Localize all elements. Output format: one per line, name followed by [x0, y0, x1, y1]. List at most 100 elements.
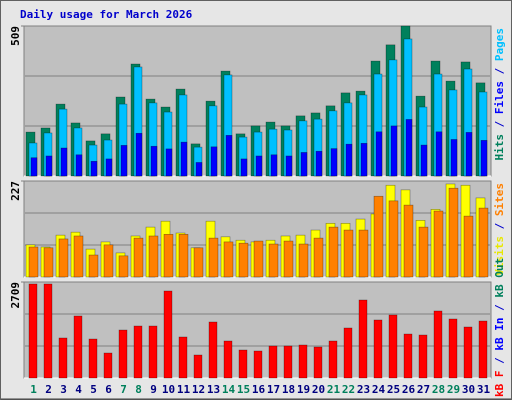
legend-entry: Files [493, 81, 506, 114]
bar [403, 204, 414, 278]
bar [448, 318, 458, 379]
legend: Visits / Sites [493, 183, 506, 276]
bar [343, 327, 353, 379]
bar [238, 242, 249, 278]
bar [390, 125, 398, 177]
bar [58, 337, 68, 379]
bar [283, 345, 293, 379]
bar [88, 254, 99, 278]
bar [433, 310, 443, 379]
legend-separator: / [493, 61, 506, 81]
bar [358, 229, 369, 278]
legend-entry: kB Out [493, 258, 506, 298]
y-tick-label: 2709 [9, 282, 22, 309]
x-tick-label: 8 [135, 383, 142, 396]
bar [30, 157, 38, 177]
x-tick-label: 24 [372, 383, 386, 396]
bar [105, 158, 113, 177]
bar [375, 131, 383, 177]
bar [403, 333, 413, 379]
legend-separator: / [493, 298, 506, 318]
x-tick-label: 7 [120, 383, 127, 396]
bar [330, 148, 338, 177]
bar [345, 143, 353, 177]
bar [73, 315, 83, 379]
bar [328, 226, 339, 278]
x-tick-label: 3 [60, 383, 67, 396]
y-tick-label: 509 [9, 26, 22, 46]
x-tick-label: 19 [297, 383, 310, 396]
bar [210, 146, 218, 177]
bar [28, 246, 39, 278]
bar [208, 321, 218, 379]
bar [43, 247, 54, 278]
x-tick-label: 14 [222, 383, 236, 396]
bar [58, 238, 69, 278]
bar [223, 340, 233, 379]
bar [465, 132, 473, 177]
bar [135, 132, 143, 177]
x-tick-label: 10 [162, 383, 175, 396]
x-tick-label: 28 [432, 383, 445, 396]
bar [28, 283, 38, 379]
bar [178, 336, 188, 379]
bar [405, 119, 413, 177]
x-tick-label: 9 [150, 383, 157, 396]
bar [73, 235, 84, 278]
x-tick-label: 6 [105, 383, 112, 396]
bar [118, 329, 128, 379]
bar [193, 354, 203, 379]
bar [388, 314, 398, 379]
legend-separator: / [493, 351, 506, 371]
bar [253, 350, 263, 379]
x-tick-label: 18 [282, 383, 295, 396]
x-tick-label: 27 [417, 383, 430, 396]
x-tick-label: 17 [267, 383, 280, 396]
legend-entry: Hits [493, 134, 506, 161]
bar [343, 229, 354, 278]
bar [433, 210, 444, 278]
bar [463, 326, 473, 379]
x-tick-label: 26 [402, 383, 416, 396]
bar [238, 349, 248, 379]
bar [118, 255, 129, 278]
x-tick-label: 2 [45, 383, 52, 396]
bar [358, 299, 368, 379]
legend-entry: kB F [493, 371, 506, 398]
x-tick-label: 20 [312, 383, 325, 396]
bar [435, 131, 443, 177]
bar [285, 155, 293, 177]
x-tick-label: 30 [462, 383, 475, 396]
bar [420, 144, 428, 177]
bar [150, 145, 158, 177]
bar [328, 340, 338, 379]
bar [165, 148, 173, 177]
x-tick-label: 12 [192, 383, 205, 396]
bar [90, 160, 98, 177]
bar [45, 155, 53, 177]
bar [120, 145, 128, 177]
bar [373, 319, 383, 379]
bar [75, 154, 83, 177]
bar [463, 215, 474, 278]
bar [103, 352, 113, 379]
bar [315, 150, 323, 177]
bar [298, 243, 309, 278]
bar [88, 338, 98, 379]
y-tick-label: 227 [9, 181, 22, 201]
legend-separator: / [493, 216, 506, 236]
bar [223, 241, 234, 278]
x-tick-label: 5 [90, 383, 97, 396]
bar [208, 237, 219, 278]
x-tick-label: 21 [327, 383, 341, 396]
bar [133, 237, 144, 278]
bar [450, 139, 458, 177]
x-tick-label: 11 [177, 383, 191, 396]
x-tick-label: 16 [252, 383, 266, 396]
bar [148, 325, 158, 379]
bar [313, 237, 324, 278]
bar [195, 162, 203, 177]
x-tick-label: 15 [237, 383, 250, 396]
bar [225, 135, 233, 177]
